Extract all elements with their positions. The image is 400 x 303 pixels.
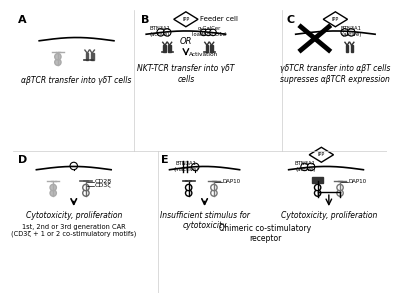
Circle shape: [337, 184, 343, 191]
Circle shape: [307, 163, 315, 171]
Circle shape: [55, 54, 61, 60]
Text: Cytotoxicity, proliferation: Cytotoxicity, proliferation: [281, 211, 377, 220]
Circle shape: [301, 163, 308, 171]
Circle shape: [314, 190, 321, 196]
Polygon shape: [168, 45, 171, 52]
Text: Chimeric co-stimulatory
receptor: Chimeric co-stimulatory receptor: [219, 224, 311, 243]
Polygon shape: [323, 12, 348, 27]
Polygon shape: [174, 12, 198, 27]
Text: BTN3A1
(active): BTN3A1 (active): [295, 161, 316, 172]
Text: C: C: [287, 15, 295, 25]
Polygon shape: [164, 45, 166, 52]
Circle shape: [192, 163, 199, 171]
Circle shape: [337, 190, 343, 196]
Text: γδTCR transfer into αβT cells
supresses αβTCR expression: γδTCR transfer into αβT cells supresses …: [280, 64, 390, 84]
Text: Insufficient stimulus for
cytotoxicity: Insufficient stimulus for cytotoxicity: [160, 211, 250, 230]
Polygon shape: [346, 45, 348, 52]
Text: DAP10: DAP10: [348, 179, 366, 184]
Polygon shape: [210, 45, 213, 52]
Polygon shape: [350, 45, 353, 52]
Text: BTN3A1
(active): BTN3A1 (active): [149, 26, 170, 37]
Circle shape: [83, 190, 89, 196]
Circle shape: [70, 162, 78, 170]
Text: CD28: CD28: [94, 179, 112, 184]
Text: E: E: [161, 155, 168, 165]
Text: Activation: Activation: [189, 52, 218, 57]
Polygon shape: [309, 147, 334, 162]
Circle shape: [211, 184, 217, 191]
Text: IPP: IPP: [182, 17, 190, 22]
Circle shape: [50, 184, 56, 191]
Text: OR: OR: [180, 37, 192, 46]
Circle shape: [200, 29, 207, 36]
Text: B: B: [141, 15, 150, 25]
Circle shape: [83, 184, 89, 191]
Bar: [312, 177, 323, 183]
Circle shape: [157, 28, 164, 36]
Text: CD3ζ: CD3ζ: [94, 183, 111, 188]
Text: IPP: IPP: [318, 152, 325, 157]
Circle shape: [164, 28, 171, 36]
Text: D: D: [18, 155, 27, 165]
Text: 1st, 2nd or 3rd generation CAR
(CD3ζ + 1 or 2 co-stimulatory motifs): 1st, 2nd or 3rd generation CAR (CD3ζ + 1…: [11, 224, 136, 238]
Text: NKT-TCR transfer into γδT
cells: NKT-TCR transfer into γδT cells: [137, 64, 234, 84]
Circle shape: [50, 190, 56, 196]
Text: Feeder cell: Feeder cell: [200, 16, 238, 22]
Polygon shape: [86, 53, 88, 60]
Polygon shape: [206, 45, 208, 52]
Text: αβTCR transfer into γδT cells: αβTCR transfer into γδT cells: [21, 76, 132, 85]
Circle shape: [210, 29, 216, 36]
Bar: [204, 30, 213, 34]
Text: DAP10: DAP10: [222, 179, 240, 184]
Text: BTN3A1
(active): BTN3A1 (active): [341, 26, 362, 37]
Text: IPP: IPP: [332, 17, 339, 22]
Text: BTN3A1
(inactive): BTN3A1 (inactive): [173, 161, 198, 172]
Circle shape: [55, 59, 61, 65]
Circle shape: [186, 184, 192, 191]
Circle shape: [205, 29, 212, 36]
Text: α-GalCer
loaded CD1d: α-GalCer loaded CD1d: [192, 26, 226, 37]
Circle shape: [211, 190, 217, 196]
Text: A: A: [18, 15, 26, 25]
Circle shape: [348, 28, 355, 36]
Polygon shape: [91, 53, 94, 60]
Circle shape: [186, 190, 192, 196]
Circle shape: [341, 28, 348, 36]
Text: Cytotoxicity, proliferation: Cytotoxicity, proliferation: [26, 211, 122, 220]
Circle shape: [314, 184, 321, 191]
